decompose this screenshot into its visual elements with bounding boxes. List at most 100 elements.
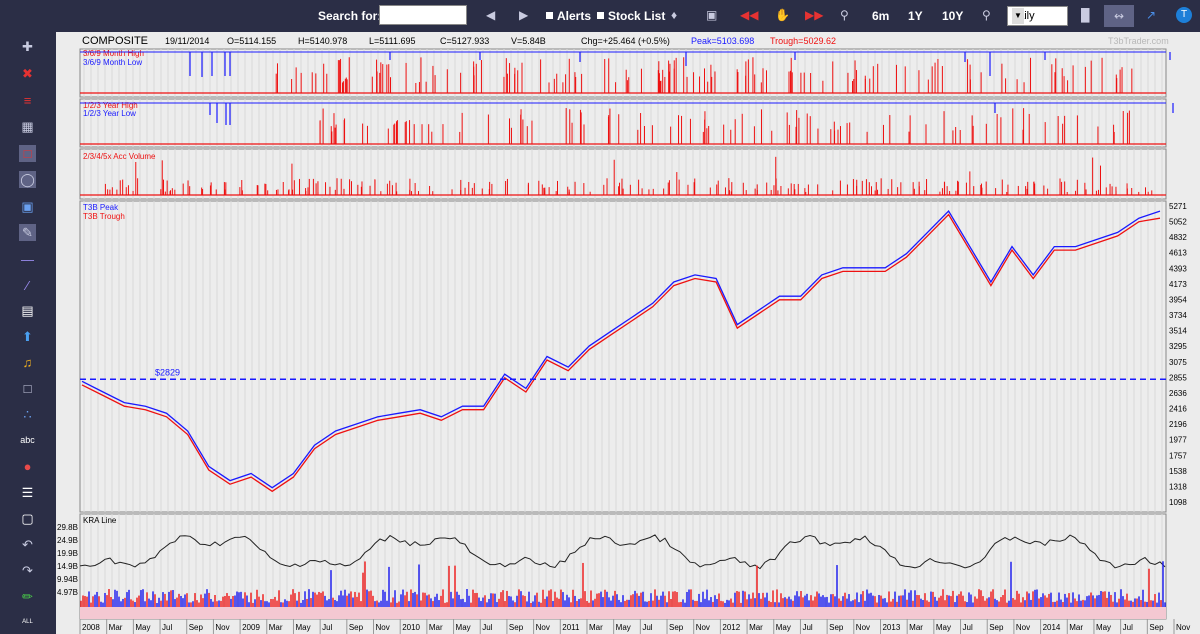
x-tick-label: Jul bbox=[162, 623, 172, 632]
period-10y-button[interactable]: 10Y bbox=[942, 9, 964, 23]
hand-icon[interactable]: ✋ bbox=[775, 8, 790, 22]
chart-area[interactable]: COMPOSITE 19/11/2014 O=5114.155 H=5140.9… bbox=[56, 32, 1200, 634]
x-tick-label: Nov bbox=[856, 623, 870, 632]
alerts-checkbox[interactable] bbox=[546, 12, 553, 19]
price-tick-label: 5052 bbox=[1169, 218, 1187, 227]
series-t3b-peak bbox=[81, 210, 1161, 489]
price-tick-label: 2416 bbox=[1169, 405, 1187, 414]
trendline-icon[interactable]: ↗ bbox=[1146, 8, 1157, 22]
price-tick-label: 3295 bbox=[1169, 342, 1187, 351]
redo-icon[interactable]: ↷ bbox=[22, 563, 33, 578]
hatch-icon[interactable]: ▤ bbox=[21, 303, 34, 318]
x-tick-label: Nov bbox=[696, 623, 710, 632]
crosshair-icon[interactable]: ✚ bbox=[22, 39, 33, 54]
camera-icon[interactable]: ▣ bbox=[706, 8, 718, 22]
price-tick-label: 3734 bbox=[1169, 311, 1187, 320]
price-tick-label: 4173 bbox=[1169, 280, 1187, 289]
price-tick-label: 1538 bbox=[1169, 467, 1187, 476]
quote-high: H=5140.978 bbox=[298, 36, 348, 46]
up-arrow-icon[interactable]: ⬆ bbox=[22, 329, 33, 344]
x-tick-label: Sep bbox=[1149, 623, 1164, 632]
alert-bell-icon[interactable]: ♫ bbox=[22, 355, 33, 370]
x-tick-label: Nov bbox=[215, 623, 229, 632]
price-tick-label: 1757 bbox=[1169, 451, 1187, 460]
volume-tick-label: 19.9B bbox=[57, 549, 78, 558]
x-tick-label: 2013 bbox=[882, 623, 900, 632]
bell-icon[interactable]: ♦ bbox=[671, 8, 678, 22]
year-low-label: 1/2/3 Year Low bbox=[83, 109, 136, 118]
scatter-icon[interactable]: ∴ bbox=[23, 407, 32, 422]
period-1y-button[interactable]: 1Y bbox=[908, 9, 923, 23]
select-tool-icon[interactable]: □ bbox=[19, 145, 36, 162]
volume-tick-label: 9.94B bbox=[57, 575, 78, 584]
trend-line-icon[interactable]: ∕ bbox=[26, 278, 29, 293]
layers-icon[interactable]: ☰ bbox=[21, 485, 34, 500]
reference-line-label: $2829 bbox=[155, 367, 180, 377]
volume-strip bbox=[80, 607, 1166, 619]
x-tick-label: 2009 bbox=[242, 623, 260, 632]
price-tick-label: 4832 bbox=[1169, 233, 1187, 242]
volume-tick-label: 14.9B bbox=[57, 562, 78, 571]
price-tick-label: 1977 bbox=[1169, 436, 1187, 445]
x-tick-label: Mar bbox=[429, 623, 443, 632]
text-abc-icon[interactable]: abc bbox=[20, 435, 35, 445]
x-tick-label: Sep bbox=[509, 623, 524, 632]
draw-icon[interactable]: ✏ bbox=[22, 589, 33, 604]
x-tick-label: Jul bbox=[963, 623, 973, 632]
quote-close: C=5127.933 bbox=[440, 36, 490, 46]
series-t3b-trough bbox=[81, 213, 1161, 493]
top-toolbar: Search for: ◀ ▶ Alerts Stock List ♦ ▣ ◀◀… bbox=[0, 0, 1200, 32]
x-tick-label: May bbox=[936, 623, 951, 632]
horizontal-line-icon[interactable]: — bbox=[21, 252, 34, 267]
x-tick-label: May bbox=[1096, 623, 1111, 632]
color-palette-icon[interactable]: ● bbox=[23, 459, 32, 474]
zoom-in-icon[interactable]: ⚲ bbox=[982, 8, 991, 22]
x-tick-label: May bbox=[456, 623, 471, 632]
period-6m-button[interactable]: 6m bbox=[872, 9, 890, 23]
annotate-icon[interactable]: ✎ bbox=[19, 224, 36, 241]
rectangle-select-icon[interactable]: □ bbox=[23, 381, 32, 396]
x-tick-label: May bbox=[295, 623, 310, 632]
all-icon[interactable]: ALL bbox=[22, 619, 33, 625]
fast-forward-icon[interactable]: ▶▶ bbox=[805, 8, 824, 22]
rewind-icon[interactable]: ◀◀ bbox=[740, 8, 759, 22]
chevron-down-icon: ▼ bbox=[1012, 8, 1024, 24]
erase-icon[interactable]: ▢ bbox=[21, 511, 34, 526]
horizontal-lines-icon[interactable]: ≡ bbox=[23, 93, 32, 108]
next-arrow-icon[interactable]: ▶ bbox=[519, 8, 529, 22]
prev-arrow-icon[interactable]: ◀ bbox=[486, 8, 496, 22]
zoom-out-icon[interactable]: ⚲ bbox=[840, 8, 849, 22]
x-tick-label: Sep bbox=[189, 623, 204, 632]
grid-lines-icon[interactable]: ▦ bbox=[21, 119, 34, 134]
x-tick-label: Mar bbox=[109, 623, 123, 632]
kra-label: KRA Line bbox=[83, 516, 117, 525]
candlestick-icon[interactable]: █ bbox=[1081, 8, 1090, 22]
interval-select[interactable]: daily ▼ bbox=[1007, 6, 1068, 26]
x-tick-label: 2012 bbox=[722, 623, 740, 632]
x-tick-label: 2008 bbox=[82, 623, 100, 632]
search-input[interactable] bbox=[379, 5, 467, 25]
price-tick-label: 4613 bbox=[1169, 249, 1187, 258]
stocklist-checkbox[interactable] bbox=[597, 12, 604, 19]
zoom-tool-icon[interactable]: ◯ bbox=[19, 171, 36, 188]
x-tick-label: Mar bbox=[589, 623, 603, 632]
alerts-label[interactable]: Alerts bbox=[557, 9, 592, 23]
x-tick-label: Jul bbox=[802, 623, 812, 632]
x-tick-label: Nov bbox=[376, 623, 390, 632]
delete-drawing-icon[interactable]: ✖ bbox=[22, 66, 33, 81]
x-tick-label: Jul bbox=[482, 623, 492, 632]
volume-tick-label: 4.97B bbox=[57, 588, 78, 597]
undo-icon[interactable]: ↶ bbox=[22, 537, 33, 552]
stocklist-label[interactable]: Stock List bbox=[608, 9, 666, 23]
save-icon[interactable]: ▣ bbox=[21, 199, 34, 214]
line-chart-icon[interactable]: ↭ bbox=[1104, 5, 1134, 27]
x-tick-label: May bbox=[135, 623, 150, 632]
acc-volume-label: 2/3/4/5x Acc Volume bbox=[83, 152, 156, 161]
x-tick-label: Mar bbox=[1069, 623, 1083, 632]
quote-peak: Peak=5103.698 bbox=[691, 36, 755, 46]
price-tick-label: 3514 bbox=[1169, 327, 1187, 336]
x-tick-label: 2014 bbox=[1043, 623, 1061, 632]
t3b-logo-icon[interactable]: T bbox=[1176, 7, 1192, 23]
x-tick-label: 2011 bbox=[562, 623, 580, 632]
